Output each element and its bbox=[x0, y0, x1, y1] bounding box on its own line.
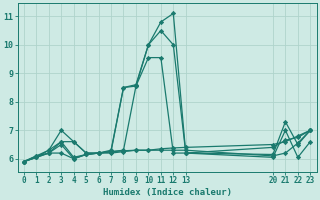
X-axis label: Humidex (Indice chaleur): Humidex (Indice chaleur) bbox=[103, 188, 232, 197]
